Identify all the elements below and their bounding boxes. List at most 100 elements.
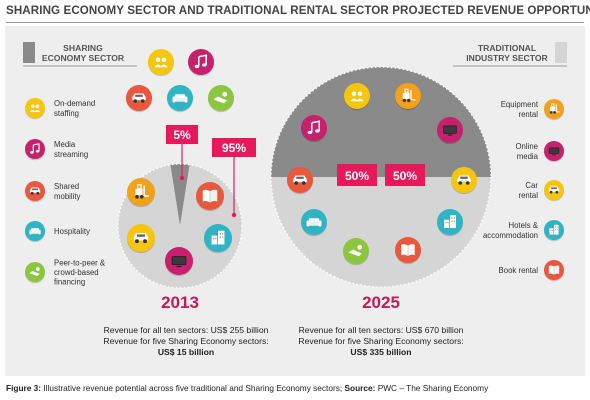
pct-text-2025-traditional: 50% <box>393 169 417 183</box>
music-note-icon <box>25 139 45 161</box>
forklift-icon <box>395 83 421 111</box>
revenue-2013-line-3: US$ 15 billion <box>158 347 214 357</box>
callout-5-dot <box>179 175 185 181</box>
forklift-icon <box>127 178 155 208</box>
pct-label-2013-traditional: 95% <box>212 138 256 157</box>
sharing-legend-label-line-1: On-demand <box>54 99 95 108</box>
pct-text-2013-traditional: 95% <box>222 141 246 155</box>
traditional-heading-line-1: TRADITIONAL <box>478 43 536 53</box>
car-icon <box>287 167 313 195</box>
traditional-legend-swatch <box>555 42 567 63</box>
traditional-legend-item: Hotels &accommodation <box>483 220 564 242</box>
pie-2013-callouts <box>179 144 237 218</box>
tv-screen-icon <box>544 141 564 163</box>
sharing-legend-item: Hospitality <box>25 221 90 243</box>
traditional-legend-label-line-2: media <box>517 152 539 161</box>
traditional-legend: EquipmentrentalOnlinemediaCarrentalHotel… <box>483 99 564 282</box>
book-icon <box>196 182 224 212</box>
book-icon <box>544 260 564 282</box>
pct-box-2013-traditional <box>212 138 256 157</box>
sharing-heading-line-1: SHARING <box>63 43 103 53</box>
revenue-2025-line-1: Revenue for all ten sectors: US$ 670 bil… <box>299 325 464 335</box>
handshake-coin-icon <box>208 85 234 113</box>
year-label-2013: 2013 <box>161 293 199 312</box>
traditional-heading-line-2: INDUSTRY SECTOR <box>466 53 548 63</box>
pct-box-2025-traditional <box>385 164 425 186</box>
pie-slice-traditional <box>271 177 491 287</box>
sharing-heading-line-2: ECONOMY SECTOR <box>42 53 125 63</box>
traditional-legend-label-line-1: Hotels & <box>509 221 539 230</box>
sharing-legend-swatch <box>23 42 35 63</box>
revenue-2025-line-2: Revenue for five Sharing Economy sectors… <box>298 336 463 346</box>
revenue-2025-line-3: US$ 335 billion <box>350 347 411 357</box>
caption-text: Illustrative revenue potential across fi… <box>41 383 345 393</box>
pct-text-2025-sharing: 50% <box>345 169 369 183</box>
title-divider <box>6 22 584 23</box>
car-icon <box>451 167 477 195</box>
sharing-legend-heading: SHARING ECONOMY SECTOR <box>23 42 137 67</box>
caption-label: Figure 3: <box>6 383 42 393</box>
revenue-2025: Revenue for all ten sectors: US$ 670 bil… <box>298 325 463 357</box>
sharing-legend-label-line-1: Shared <box>54 182 79 191</box>
sofa-icon <box>301 209 327 237</box>
traditional-legend-label-line-1: Book rental <box>499 266 539 275</box>
sharing-legend-label-line-1: Peer-to-peer & <box>54 258 106 267</box>
tv-screen-icon <box>165 247 193 277</box>
sharing-legend-label-line-2: streaming <box>54 150 88 159</box>
tv-screen-icon <box>437 117 463 145</box>
year-label-2025: 2025 <box>362 293 400 312</box>
car-icon <box>126 85 152 113</box>
traditional-legend-label-line-1: Equipment <box>501 100 539 109</box>
staffing-icon <box>344 83 370 111</box>
sharing-legend-label-line-1: Media <box>54 140 76 149</box>
sharing-legend-label-line-2: mobility <box>54 192 81 201</box>
car-icon <box>25 181 45 203</box>
staffing-icon <box>25 98 45 120</box>
handshake-coin-icon <box>25 262 45 284</box>
pct-text-2013-sharing: 5% <box>173 128 191 142</box>
handshake-coin-icon <box>343 238 369 266</box>
pie-slice-sharing <box>271 67 491 177</box>
traditional-legend-heading: TRADITIONAL INDUSTRY SECTOR <box>453 42 567 67</box>
traditional-legend-label-line-1: Car <box>525 181 538 190</box>
sharing-legend-label-line-1: Hospitality <box>54 227 90 236</box>
traditional-legend-label-line-1: Online <box>515 142 538 151</box>
traditional-legend-label-line-2: rental <box>518 191 538 200</box>
pct-box-2013-sharing <box>166 125 198 144</box>
pie-outline <box>270 66 492 288</box>
top-icon-cluster <box>126 49 234 113</box>
pie-outline <box>117 163 243 289</box>
callout-95-dot <box>231 212 237 218</box>
pct-box-2025-sharing <box>337 164 377 186</box>
sharing-legend-label-line-2: staffing <box>54 109 79 118</box>
sofa-icon <box>167 85 193 113</box>
sharing-legend-label-line-2: crowd-based <box>54 268 99 277</box>
buildings-icon <box>204 224 232 254</box>
buildings-icon <box>437 209 463 237</box>
pie-2025 <box>270 66 492 288</box>
car-icon <box>544 180 564 202</box>
infographic-title: SHARING ECONOMY SECTOR AND TRADITIONAL R… <box>6 4 590 17</box>
traditional-legend-label-line-2: rental <box>518 110 538 119</box>
revenue-2013-line-1: Revenue for all ten sectors: US$ 255 bil… <box>104 325 269 335</box>
music-note-icon <box>301 115 327 143</box>
figure-caption: Figure 3: Illustrative revenue potential… <box>6 383 488 393</box>
revenue-2013-line-2: Revenue for five Sharing Economy sectors… <box>103 336 268 346</box>
sofa-icon <box>25 221 45 243</box>
buildings-icon <box>544 220 564 242</box>
music-note-icon <box>188 49 214 77</box>
traditional-legend-item: Book rental <box>499 260 564 282</box>
pie-2013 <box>117 163 243 289</box>
revenue-2013: Revenue for all ten sectors: US$ 255 bil… <box>103 325 268 357</box>
pie-slice-sharing <box>170 163 190 226</box>
